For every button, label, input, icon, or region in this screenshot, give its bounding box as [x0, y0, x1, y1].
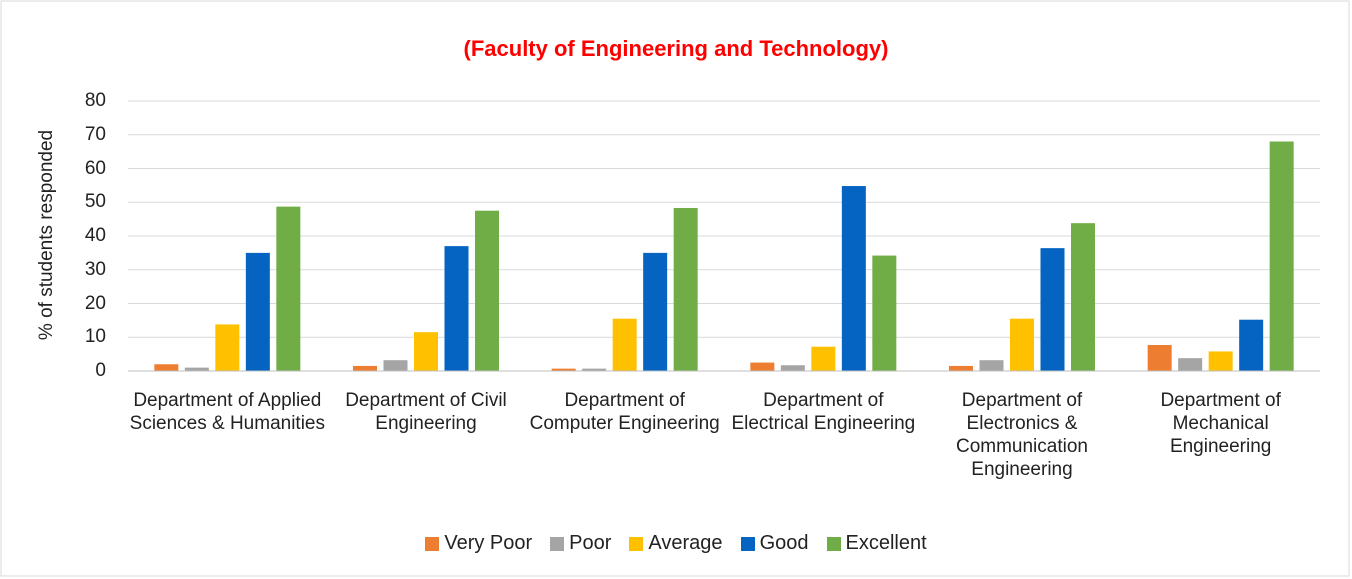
bar [750, 362, 775, 371]
bar [353, 365, 377, 371]
bar [780, 365, 805, 371]
legend-label: Good [759, 532, 809, 554]
x-tick-label: Department of Electrical Engineering [731, 390, 916, 434]
bar [979, 360, 1004, 371]
bar [276, 206, 301, 371]
legend-swatch [629, 536, 644, 551]
legend-item: Poor [550, 532, 611, 555]
y-tick-label: 20 [84, 292, 106, 314]
x-tick-label: Department of Electronics & Communicatio… [955, 390, 1088, 480]
legend-label: Poor [569, 532, 612, 554]
legend-swatch [740, 536, 755, 551]
bar [475, 210, 499, 371]
bar [1208, 351, 1233, 371]
legend-label: Very Poor [444, 532, 533, 554]
legend: Very Poor Poor Average Good Excellent [0, 532, 1352, 555]
y-tick-label: 30 [84, 258, 106, 280]
x-tick-label: Department of Applied Sciences & Humanit… [129, 390, 326, 434]
y-tick-label: 10 [84, 326, 106, 348]
x-tick-label: Department of Computer Engineering [529, 390, 720, 434]
legend-item: Average [629, 532, 723, 555]
y-tick-label: 80 [84, 90, 106, 111]
bar [1239, 319, 1264, 371]
legend-item: Excellent [826, 532, 927, 555]
chart-title: (Faculty of Engineering and Technology) [463, 36, 889, 61]
bar [414, 332, 438, 371]
bar [1178, 358, 1203, 371]
bar [551, 368, 576, 371]
bar [1040, 248, 1065, 371]
bar [1010, 318, 1034, 371]
bar [841, 186, 866, 371]
y-tick-label: 50 [84, 191, 106, 213]
bar [1147, 345, 1172, 371]
bar [612, 318, 637, 371]
bar [154, 364, 179, 371]
bar [245, 252, 270, 371]
y-tick-label: 40 [84, 225, 106, 246]
x-tick-label: Department of Civil Engineering [345, 390, 507, 434]
bar [872, 255, 897, 371]
bar [215, 324, 240, 371]
bar [1071, 223, 1095, 371]
legend-item: Very Poor [425, 532, 532, 555]
legend-label: Average [648, 532, 723, 554]
y-tick-label: 60 [84, 157, 106, 179]
bar [383, 360, 408, 371]
legend-item: Good [740, 532, 809, 555]
bar [949, 365, 973, 371]
legend-label: Excellent [845, 532, 927, 554]
y-tick-label: 70 [84, 123, 106, 145]
bar [184, 367, 209, 371]
bar [811, 346, 836, 371]
bar [673, 207, 698, 371]
bar [444, 246, 469, 371]
x-tick-label: Department of Mechanical Engineering [1160, 390, 1281, 457]
legend-swatch [550, 536, 565, 551]
bar [582, 368, 607, 371]
y-tick-label: 0 [95, 360, 106, 381]
legend-swatch [826, 536, 841, 551]
legend-swatch [425, 536, 440, 551]
y-axis-label: % of students responded [36, 129, 57, 341]
bar [1269, 141, 1294, 371]
bar [643, 252, 668, 371]
